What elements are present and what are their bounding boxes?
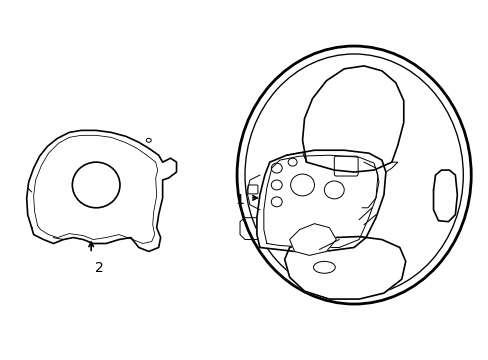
Polygon shape [27,130,176,251]
Polygon shape [289,224,336,255]
Polygon shape [284,237,405,299]
Polygon shape [433,170,456,222]
Polygon shape [256,150,385,251]
Polygon shape [302,66,403,172]
Text: 2: 2 [95,261,103,275]
Text: 1: 1 [235,193,244,207]
